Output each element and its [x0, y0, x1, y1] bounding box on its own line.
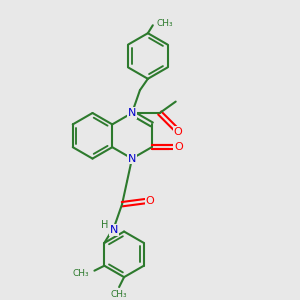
Text: CH₃: CH₃: [157, 19, 173, 28]
Text: O: O: [173, 127, 182, 137]
Text: N: N: [128, 154, 136, 164]
Text: O: O: [174, 142, 183, 152]
Text: N: N: [128, 108, 136, 118]
Text: O: O: [146, 196, 154, 206]
Text: H: H: [101, 220, 108, 230]
Text: CH₃: CH₃: [111, 290, 128, 299]
Text: N: N: [110, 225, 118, 235]
Text: CH₃: CH₃: [73, 269, 89, 278]
